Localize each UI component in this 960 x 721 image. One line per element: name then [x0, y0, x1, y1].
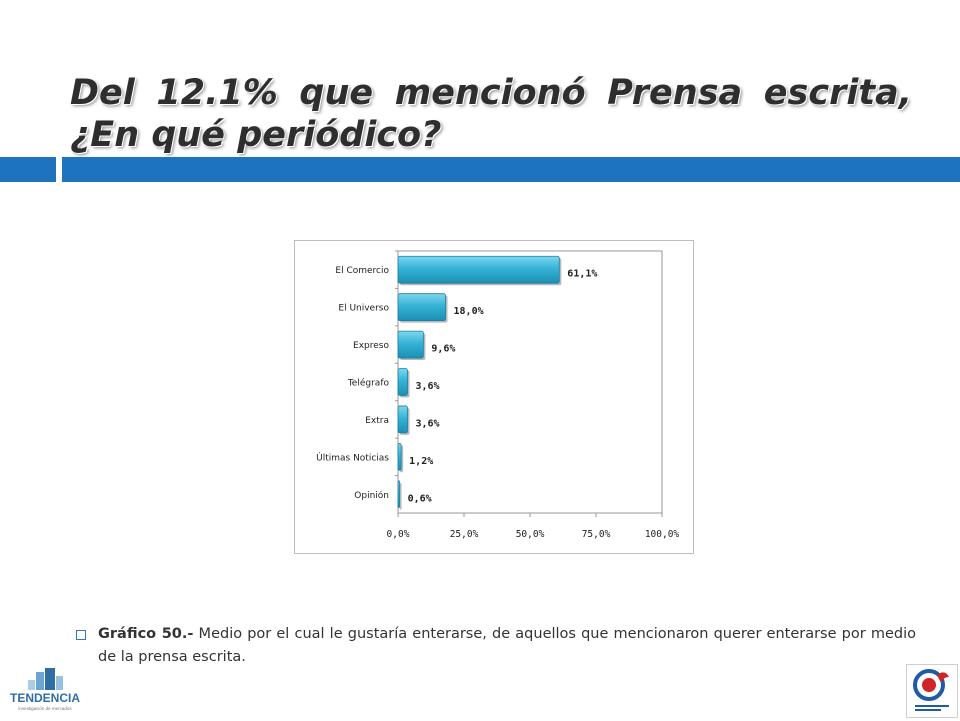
category-label: Expreso — [353, 341, 389, 351]
data-label: 0,6% — [408, 493, 432, 504]
caption-bullet-icon — [76, 630, 86, 640]
category-label: El Universo — [338, 304, 389, 314]
data-label: 1,2% — [409, 456, 433, 467]
title-accent-band — [62, 157, 960, 182]
data-label: 61,1% — [567, 269, 597, 280]
category-label: El Comercio — [335, 266, 389, 276]
tendencia-logo: TENDENCIA investigación de mercados — [10, 668, 80, 711]
category-label: Últimas Noticias — [316, 451, 389, 463]
category-label: Telégrafo — [347, 378, 390, 389]
bar — [397, 405, 408, 434]
bar — [397, 330, 424, 359]
x-tick-label: 75,0% — [582, 529, 611, 540]
institution-emblem-icon — [913, 669, 949, 711]
bar-chart: 0,0% 25,0% 50,0% 75,0% 100,0% El Comercio 61,1… — [316, 250, 680, 540]
bar — [397, 255, 560, 284]
caption-description: Medio por el cual le gustaría enterarse,… — [98, 626, 916, 665]
data-label: 3,6% — [416, 418, 440, 429]
caption-figure-number: Gráfico 50.- — [98, 626, 194, 642]
x-tick-label: 50,0% — [516, 529, 545, 540]
x-tick-label: 25,0% — [450, 529, 479, 540]
institution-logo — [906, 664, 958, 718]
title-accent-band-left — [0, 157, 56, 182]
figure-caption: Gráfico 50.- Medio por el cual le gustar… — [76, 623, 916, 669]
bar — [397, 442, 402, 471]
logo-left-name: TENDENCIA — [10, 691, 80, 705]
bar — [397, 293, 446, 322]
x-tick-label: 0,0% — [387, 529, 410, 540]
bar — [397, 480, 400, 509]
data-label: 3,6% — [416, 381, 440, 392]
category-label: Opinión — [354, 490, 389, 501]
category-label: Extra — [365, 416, 389, 426]
slide-title: Del 12.1% que mencionó Prensa escrita, ¿… — [70, 73, 912, 155]
bar-shadow — [400, 482, 402, 510]
data-label: 9,6% — [431, 344, 455, 355]
data-label: 18,0% — [454, 306, 484, 317]
chart-panel: 0,0% 25,0% 50,0% 75,0% 100,0% El Comercio 61,1… — [294, 240, 694, 554]
x-tick-label: 100,0% — [645, 529, 680, 540]
bar — [397, 368, 408, 396]
logo-left-tagline: investigación de mercados — [18, 706, 72, 711]
